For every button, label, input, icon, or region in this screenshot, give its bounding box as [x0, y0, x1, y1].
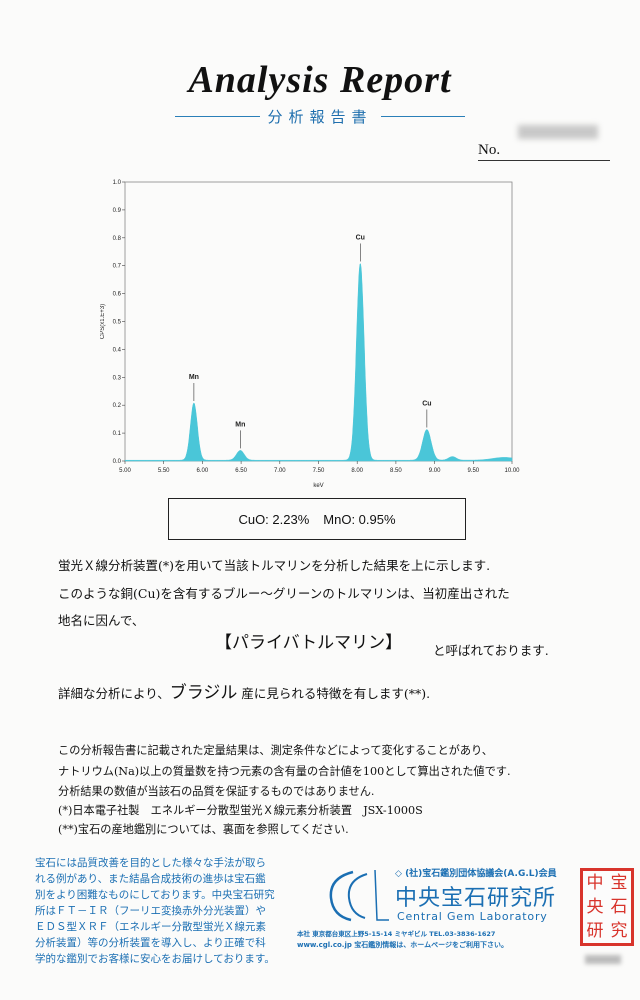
address: 本社 東京都台東区上野5-15-14 ミヤギビル TEL.03-3836-162… — [297, 930, 496, 938]
mno-result: MnO: 0.95% — [323, 511, 396, 527]
body-text: 詳細な分析により、 — [58, 686, 170, 701]
y-axis-label: CPS(x1.E+3) — [100, 304, 106, 339]
peak-label: Cu — [422, 400, 431, 407]
note-line: 分析結果の数値が当該石の品質を保証するものではありません. — [58, 785, 375, 798]
x-tick-label: 5.50 — [158, 468, 170, 474]
peak-label: Cu — [356, 234, 365, 241]
agl-text: (社)宝石鑑別団体協議会(A.G.L)会員 — [405, 869, 557, 879]
lab-name-jp: 中央宝石研究所 — [395, 886, 557, 911]
stamp-glyph: 研 — [586, 921, 604, 941]
serial-redacted — [585, 955, 621, 964]
x-tick-label: 8.50 — [390, 468, 402, 474]
website: www.cgl.co.jp 宝石鑑別情報は、ホームページをご利用下さい。 — [297, 941, 508, 949]
body-text: 産に見られる特徴を有します(**). — [241, 686, 431, 701]
y-tick-label: 0.5 — [113, 320, 122, 326]
gem-name: 【パライバトルマリン】 — [215, 633, 403, 653]
report-title: Analysis Report — [188, 59, 452, 101]
y-tick-label: 0.0 — [113, 459, 122, 465]
stamp-glyph: 石 — [610, 897, 628, 917]
y-tick-label: 1.0 — [113, 180, 122, 186]
seal-stamp: 中宝央石研究 — [580, 868, 634, 946]
y-tick-label: 0.3 — [113, 375, 122, 381]
agl-membership: ◇ (社)宝石鑑別団体協議会(A.G.L)会員 — [395, 869, 557, 879]
xrf-spectrum-chart: 5.00 5.50 6.00 6.50 7.00 7.50 8.00 8.50 9.00 9.50… — [100, 180, 520, 489]
lab-name-en: Central Gem Laboratory — [397, 910, 548, 923]
x-tick-label: 9.50 — [467, 468, 479, 474]
origin-country: ブラジル — [169, 683, 238, 703]
note-line: ナトリウム(Na)以上の質量数を持つ元素の含有量の合計値を100として算出された… — [58, 765, 511, 778]
x-tick-label: 8.00 — [351, 468, 363, 474]
plot-frame — [124, 181, 513, 462]
y-tick-label: 0.8 — [113, 236, 122, 242]
note-line: (**)宝石の産地鑑別については、裏面を参照してください. — [58, 823, 349, 836]
x-tick-label: 10.00 — [504, 468, 520, 474]
x-tick-label: 7.00 — [274, 468, 286, 474]
body-line: と呼ばれております. — [433, 643, 549, 658]
x-tick-label: 7.50 — [313, 468, 325, 474]
report-subtitle: 分析報告書 — [267, 107, 373, 126]
y-tick-label: 0.4 — [113, 347, 122, 353]
x-tick-label: 6.00 — [197, 468, 209, 474]
y-tick-label: 0.9 — [113, 208, 122, 214]
body-line: このような銅(Cu)を含有するブルー～グリーンのトルマリンは、当初産出された — [58, 586, 510, 601]
y-tick-label: 0.7 — [113, 264, 122, 270]
stamp-glyph: 中 — [586, 873, 604, 893]
subtitle-row: 分析報告書 — [175, 106, 466, 126]
peak-label: Mn — [189, 374, 199, 381]
y-tick-label: 0.2 — [113, 403, 122, 409]
footer-description: 宝石には品質改善を目的とした様々な手法が取られる例があり、また結晶合成技術の進歩… — [35, 857, 275, 965]
divider — [478, 160, 610, 161]
body-line: 地名に因んで、 — [58, 613, 145, 628]
divider — [380, 115, 466, 117]
body-line: 詳細な分析により、ブラジル 産に見られる特徴を有します(**). — [58, 678, 430, 703]
body-line: 蛍光Ｘ線分析装置(*)を用いて当該トルマリンを分析した結果を上に示します. — [58, 558, 491, 573]
cgl-logo-icon — [329, 869, 389, 922]
stamp-glyph: 宝 — [610, 873, 628, 893]
note-line: (*)日本電子社製 エネルギー分散型蛍光Ｘ線元素分析装置 JSX-1000S — [58, 804, 423, 817]
y-tick-label: 0.1 — [113, 431, 122, 437]
divider — [175, 115, 260, 117]
note-line: この分析報告書に記載された定量結果は、測定条件などによって変化することがあり、 — [58, 744, 493, 757]
result-box: CuO: 2.23% MnO: 0.95% — [168, 498, 466, 540]
cuo-result: CuO: 2.23% — [238, 511, 310, 527]
report-number-label: No. — [478, 142, 501, 158]
x-axis-label: keV — [313, 483, 323, 489]
x-tick-label: 5.00 — [119, 468, 131, 474]
stamp-glyph: 央 — [586, 897, 604, 917]
x-tick-label: 9.00 — [429, 468, 441, 474]
x-tick-label: 6.50 — [235, 468, 247, 474]
stamp-glyph: 究 — [610, 921, 628, 941]
report-number-redacted — [518, 125, 598, 139]
peak-label: Mn — [235, 421, 245, 428]
y-tick-label: 0.6 — [113, 292, 122, 298]
spectrum-area — [124, 262, 513, 462]
